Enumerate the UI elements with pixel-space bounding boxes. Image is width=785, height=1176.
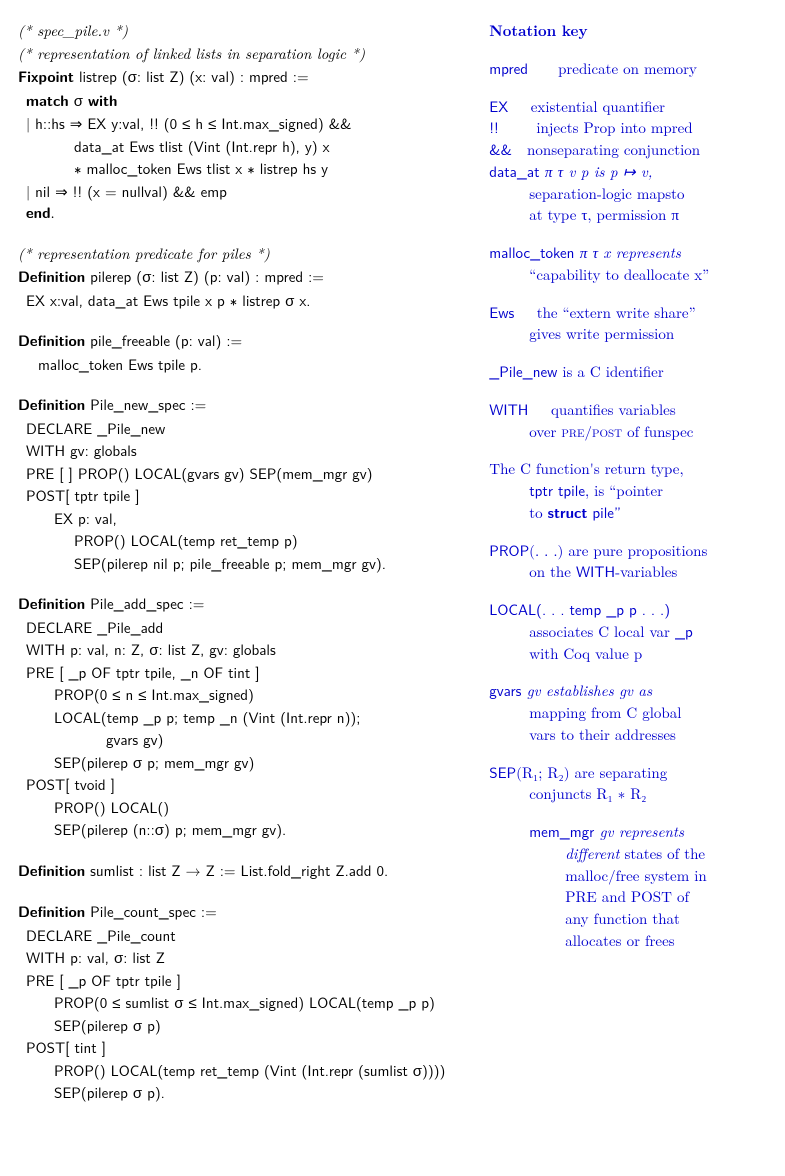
key-item: SEP(R₁; R₂) are separating	[489, 762, 767, 784]
code-line: PRE [ ] PROP() LOCAL(gvars gv) SEP(mem_m…	[18, 462, 477, 485]
code-line: SEP(pilerep nil p; pile_freeable p; mem_…	[18, 552, 477, 575]
code-line: PRE [ _p OF tptr tpile ]	[18, 969, 477, 992]
code-line: WITH p: val, n: Z, σ: list Z, gv: global…	[18, 638, 477, 661]
code-line: DECLARE _Pile_new	[18, 417, 477, 440]
code-line: malloc_token Ews tpile p.	[18, 353, 477, 376]
code-line: POST[ tint ]	[18, 1036, 477, 1059]
key-item: gvars gv establishes gv as	[489, 680, 767, 702]
comment: (* representation predicate for piles *)	[18, 243, 477, 266]
key-sub: malloc/free system in	[489, 865, 767, 887]
code-line: match σ with	[18, 89, 477, 113]
key-item: malloc_token π τ x represents	[489, 242, 767, 264]
key-sub: tptr tpile, is “pointer	[489, 480, 767, 502]
code-line: | h::hs ⇒ EX y:val, !! (0 ≤ h ≤ Int.max_…	[18, 112, 477, 135]
key-sub: with Coq value p	[489, 643, 767, 665]
key-sub: mapping from C global	[489, 702, 767, 724]
code-line: DECLARE _Pile_add	[18, 616, 477, 639]
comment: (* spec_pile.v *)	[18, 20, 477, 43]
code-line: Definition pilerep (σ: list Z) (p: val) …	[18, 265, 477, 289]
code-column: (* spec_pile.v *) (* representation of l…	[18, 20, 489, 1156]
code-line: Definition Pile_new_spec :=	[18, 393, 477, 417]
code-line: LOCAL(temp _p p; temp _n (Vint (Int.repr…	[18, 706, 477, 729]
code-line: SEP(pilerep σ p; mem_mgr gv)	[18, 751, 477, 774]
notation-key-column: Notation key mpred predicate on memory E…	[489, 20, 767, 1156]
key-item: data_at π τ v p is p ↦ v,	[489, 161, 767, 183]
code-line: Definition Pile_count_spec :=	[18, 900, 477, 924]
code-line: SEP(pilerep (n::σ) p; mem_mgr gv).	[18, 818, 477, 841]
code-line: EX x:val, data_at Ews tpile x p ∗ listre…	[18, 289, 477, 312]
code-line: WITH gv: globals	[18, 439, 477, 462]
code-line: Fixpoint listrep (σ: list Z) (x: val) : …	[18, 65, 477, 89]
key-sub: associates C local var _p	[489, 621, 767, 643]
key-sub: allocates or frees	[489, 930, 767, 952]
code-line: DECLARE _Pile_count	[18, 924, 477, 947]
code-line: data_at Ews tlist (Vint (Int.repr h), y)…	[18, 135, 477, 158]
code-line: | nil ⇒ !! (x = nullval) && emp	[18, 180, 477, 203]
key-item: Ews the “extern write share”	[489, 302, 767, 324]
key-item: PROP(. . .) are pure propositions	[489, 540, 767, 562]
code-line: gvars gv)	[18, 728, 477, 751]
key-item: EX existential quantifier	[489, 96, 767, 118]
code-line: SEP(pilerep σ p).	[18, 1081, 477, 1104]
key-item: _Pile_new is a C identifier	[489, 361, 767, 383]
code-line: POST[ tptr tpile ]	[18, 484, 477, 507]
notation-title: Notation key	[489, 20, 767, 42]
code-line: Definition sumlist : list Z → Z := List.…	[18, 859, 477, 883]
key-sub: any function that	[489, 908, 767, 930]
code-line: POST[ tvoid ]	[18, 773, 477, 796]
code-line: SEP(pilerep σ p)	[18, 1014, 477, 1037]
key-sub: on the WITH-variables	[489, 561, 767, 583]
key-sub: conjuncts R₁ ∗ R₂	[489, 783, 767, 805]
key-sub: different states of the	[489, 843, 767, 865]
key-sub: separation-logic mapsto	[489, 183, 767, 205]
code-line: Definition Pile_add_spec :=	[18, 592, 477, 616]
code-line: PROP() LOCAL()	[18, 796, 477, 819]
code-line: PROP() LOCAL(temp ret_temp p)	[18, 529, 477, 552]
code-line: EX p: val,	[18, 507, 477, 530]
key-sub: to struct pile”	[489, 502, 767, 524]
code-line: PRE [ _p OF tptr tpile, _n OF tint ]	[18, 661, 477, 684]
key-sub: “capability to deallocate x”	[489, 264, 767, 286]
code-line: PROP(0 ≤ sumlist σ ≤ Int.max_signed) LOC…	[18, 991, 477, 1014]
key-item: WITH quantifies variables	[489, 399, 767, 421]
key-sub: vars to their addresses	[489, 724, 767, 746]
code-line: WITH p: val, σ: list Z	[18, 946, 477, 969]
key-item: !! injects Prop into mpred	[489, 117, 767, 139]
key-item: && nonseparating conjunction	[489, 139, 767, 161]
key-item: mem_mgr gv represents	[489, 821, 767, 843]
code-line: ∗ malloc_token Ews tlist x ∗ listrep hs …	[18, 157, 477, 180]
code-line: PROP() LOCAL(temp ret_temp (Vint (Int.re…	[18, 1059, 477, 1082]
code-line: Definition pile_freeable (p: val) :=	[18, 329, 477, 353]
key-item: mpred predicate on memory	[489, 58, 767, 80]
code-line: PROP(0 ≤ n ≤ Int.max_signed)	[18, 683, 477, 706]
comment: (* representation of linked lists in sep…	[18, 43, 477, 66]
key-item: LOCAL(. . . temp _p p . . .)	[489, 599, 767, 621]
code-line: end.	[18, 202, 477, 225]
key-sub: at type τ, permission π	[489, 204, 767, 226]
key-sub: PRE and POST of	[489, 886, 767, 908]
key-sub: over pre/post of funspec	[489, 421, 767, 443]
key-item: The C function's return type,	[489, 458, 767, 480]
key-sub: gives write permission	[489, 323, 767, 345]
